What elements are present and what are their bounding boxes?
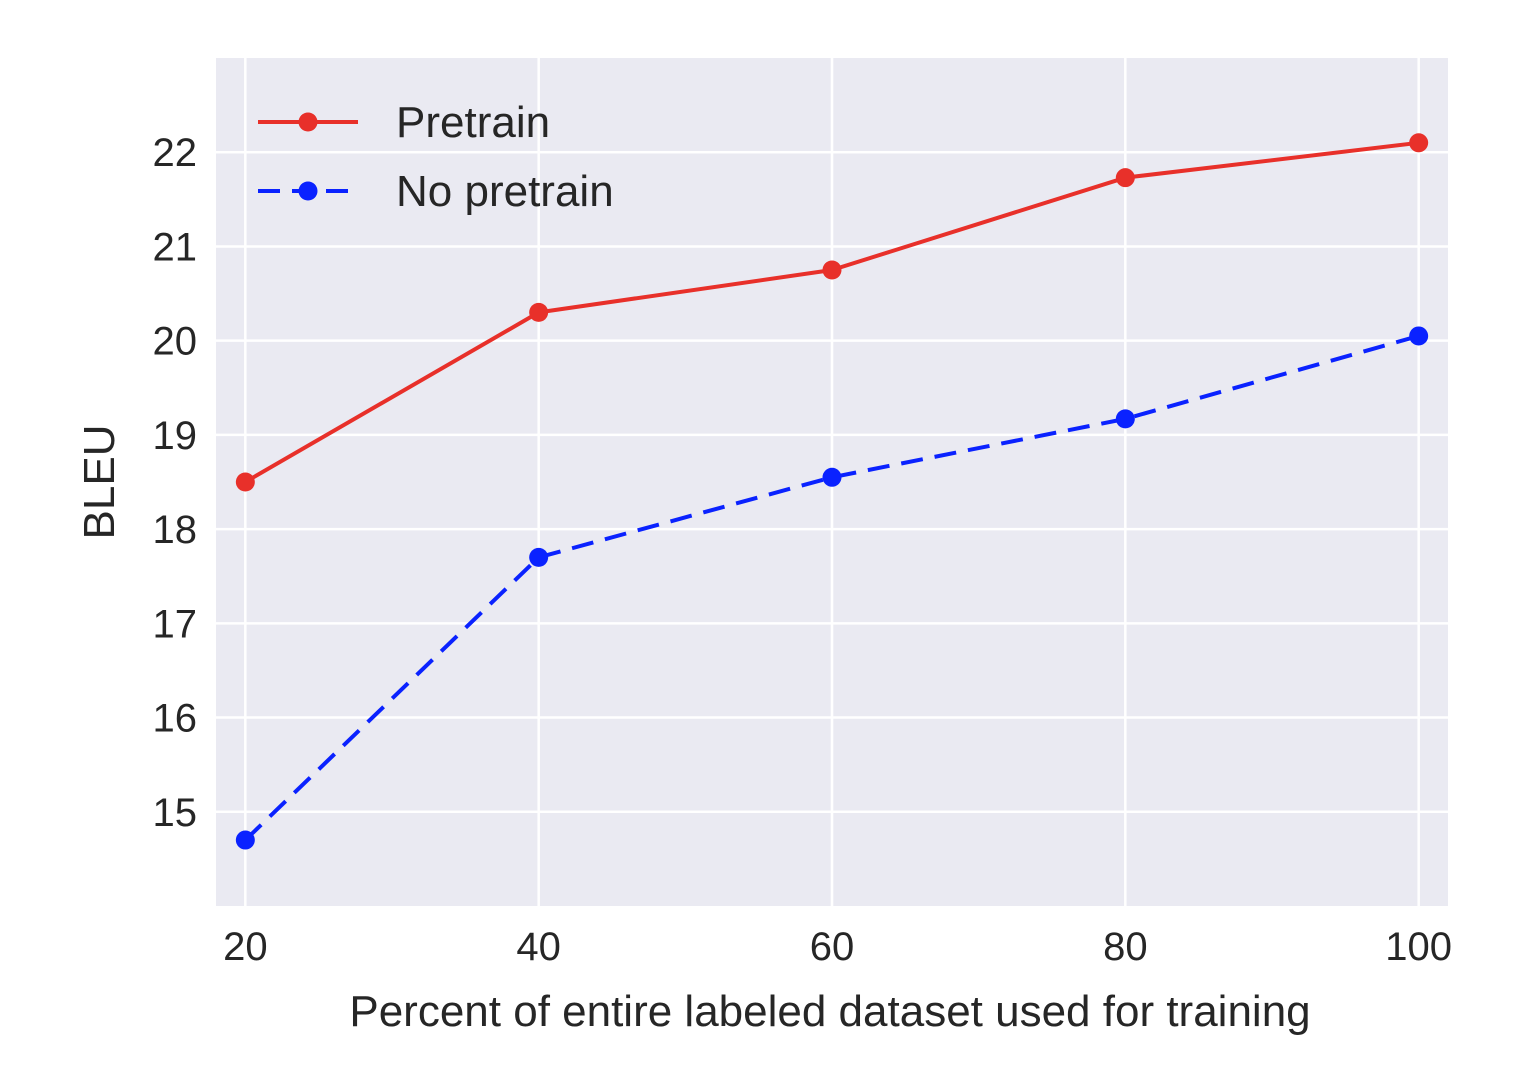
data-point xyxy=(529,302,549,322)
y-tick-label: 20 xyxy=(153,320,198,364)
legend-marker xyxy=(298,181,318,201)
x-tick-label: 20 xyxy=(223,925,268,969)
legend-marker xyxy=(298,112,318,132)
data-point xyxy=(1115,409,1135,429)
x-tick-label: 60 xyxy=(810,925,855,969)
y-tick-label: 22 xyxy=(153,131,198,175)
y-tick-label: 16 xyxy=(153,697,198,741)
data-point xyxy=(822,467,842,487)
y-tick-label: 19 xyxy=(153,414,198,458)
y-tick-label: 17 xyxy=(153,602,198,646)
x-tick-label: 40 xyxy=(516,925,561,969)
y-axis-label: BLEU xyxy=(75,425,124,540)
legend-label: Pretrain xyxy=(396,98,550,147)
legend-label: No pretrain xyxy=(396,167,614,216)
legend: Pretrain No pretrain xyxy=(258,98,614,216)
data-point xyxy=(235,830,255,850)
y-tick-label: 15 xyxy=(153,791,198,835)
x-axis-label: Percent of entire labeled dataset used f… xyxy=(349,987,1310,1036)
x-tick-label: 100 xyxy=(1385,925,1452,969)
legend-item: No pretrain xyxy=(258,167,614,216)
data-point xyxy=(529,547,549,567)
data-point xyxy=(1409,133,1429,153)
data-point xyxy=(235,472,255,492)
data-point xyxy=(1115,168,1135,188)
data-point xyxy=(822,260,842,280)
y-tick-label: 21 xyxy=(153,225,198,269)
series-layer xyxy=(235,133,1429,850)
x-tick-labels: 20 40 60 80 100 xyxy=(223,925,1452,969)
data-point xyxy=(1409,326,1429,346)
series-pretrain xyxy=(235,133,1429,492)
legend-item: Pretrain xyxy=(258,98,550,147)
y-tick-labels: 15 16 17 18 19 20 21 22 xyxy=(153,131,198,835)
series-no-pretrain xyxy=(235,326,1429,850)
y-tick-label: 18 xyxy=(153,508,198,552)
x-tick-label: 80 xyxy=(1103,925,1148,969)
